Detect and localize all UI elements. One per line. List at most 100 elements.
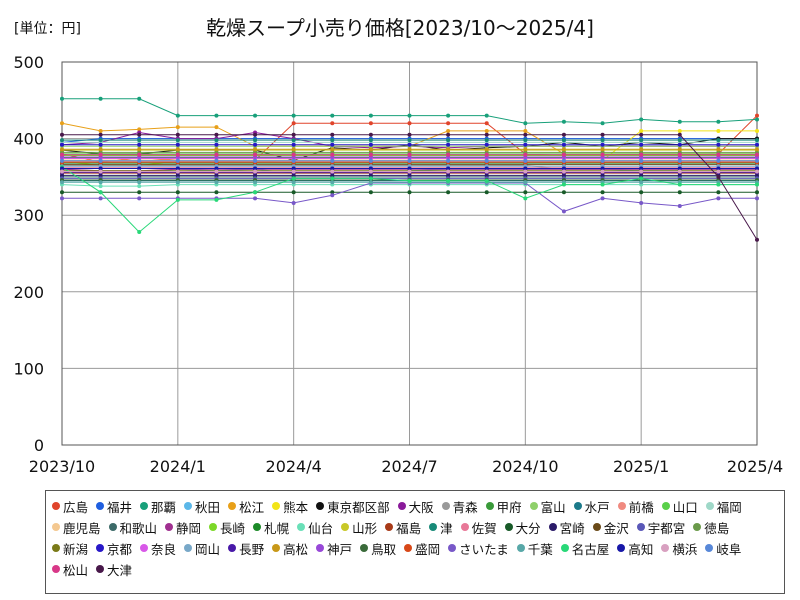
legend: 広島 福井 那覇 秋田 松江 熊本 東京都区部 大阪 青森 甲府 富山 水戸 前橋 山口 福岡 鹿児島 和歌山 静… <box>45 490 785 594</box>
data-point <box>600 132 605 137</box>
legend-item: 名古屋 <box>560 538 609 558</box>
legend-label: 熊本 <box>283 499 309 515</box>
data-point <box>175 132 180 137</box>
data-point <box>639 158 644 163</box>
legend-label: 福島 <box>396 520 422 536</box>
data-point <box>330 147 335 152</box>
data-point <box>407 113 412 118</box>
data-point <box>175 125 180 130</box>
data-point <box>291 180 296 185</box>
grid-layer <box>61 61 758 446</box>
data-point <box>253 138 258 143</box>
data-point <box>137 230 142 235</box>
legend-item: 佐賀 <box>460 517 497 537</box>
y-tick-label: 200 <box>13 283 44 302</box>
legend-label: 福井 <box>107 499 133 515</box>
data-point <box>60 169 64 174</box>
data-point <box>253 196 258 201</box>
legend-item: 静岡 <box>165 517 201 537</box>
legend-marker <box>705 502 714 510</box>
legend-marker <box>272 544 281 552</box>
legend-item: 千葉 <box>516 538 553 558</box>
data-point <box>755 152 759 157</box>
data-point <box>291 121 296 126</box>
data-point <box>214 197 219 202</box>
legend-item: 札幌 <box>253 517 289 537</box>
data-point <box>523 128 528 133</box>
data-point <box>98 96 103 101</box>
data-point <box>677 190 682 195</box>
legend-marker <box>360 544 369 552</box>
legend-marker <box>485 502 494 510</box>
data-point <box>407 190 412 195</box>
data-point <box>484 152 489 157</box>
data-point <box>484 113 489 118</box>
data-point <box>677 169 682 174</box>
unit-label: [単位：円] <box>14 21 81 37</box>
legend-marker <box>108 523 117 531</box>
data-point <box>253 113 258 118</box>
data-point <box>330 142 335 147</box>
data-point <box>98 169 103 174</box>
data-point <box>330 152 335 157</box>
data-point <box>407 158 412 163</box>
legend-label: 徳島 <box>704 520 730 536</box>
data-point <box>755 142 759 147</box>
data-point <box>677 158 682 163</box>
series-25 <box>60 190 759 195</box>
data-point <box>484 173 489 178</box>
data-point <box>253 190 258 195</box>
data-point <box>291 200 296 205</box>
legend-item: 熊本 <box>272 496 308 516</box>
data-point <box>755 182 759 187</box>
x-tick-label: 2023/10 <box>29 457 95 476</box>
data-point <box>677 152 682 157</box>
data-point <box>446 190 451 195</box>
data-point <box>561 132 566 137</box>
data-point <box>677 182 682 187</box>
legend-marker <box>460 523 469 531</box>
data-point <box>214 132 219 137</box>
data-point <box>755 128 759 133</box>
legend-item: 広島 <box>52 496 88 516</box>
data-point <box>330 190 335 195</box>
series-35 <box>60 147 759 152</box>
legend-marker <box>397 502 406 510</box>
data-point <box>755 166 759 171</box>
y-tick-label: 0 <box>34 436 44 455</box>
legend-marker <box>573 502 582 510</box>
data-point <box>407 178 412 183</box>
legend-label: 千葉 <box>527 541 553 557</box>
series-26 <box>60 173 759 178</box>
legend-marker <box>404 544 413 552</box>
data-point <box>214 113 219 118</box>
data-point <box>98 138 103 143</box>
data-point <box>368 166 373 171</box>
legend-item: さいたま <box>448 538 509 558</box>
legend-item: 水戸 <box>573 496 610 516</box>
data-point <box>137 180 142 185</box>
legend-label: 京都 <box>107 541 133 557</box>
legend-marker <box>140 544 149 552</box>
data-point <box>291 152 296 157</box>
data-point <box>253 147 258 152</box>
legend-label: 盛岡 <box>415 541 441 557</box>
data-point <box>600 190 605 195</box>
legend-label: 横浜 <box>672 541 698 557</box>
data-point <box>98 173 103 178</box>
data-point <box>561 147 566 152</box>
legend-marker <box>52 502 60 510</box>
data-point <box>98 190 103 195</box>
data-point <box>446 166 451 171</box>
data-point <box>137 132 142 137</box>
chart-title: 乾燥スープ小売り価格[2023/10～2025/4] <box>206 16 594 40</box>
data-point <box>214 180 219 185</box>
data-point <box>484 190 489 195</box>
legend-marker <box>96 565 105 573</box>
data-point <box>600 158 605 163</box>
legend-marker <box>228 544 237 552</box>
data-point <box>175 113 180 118</box>
data-point <box>60 158 64 163</box>
data-point <box>755 138 759 143</box>
data-point <box>484 169 489 174</box>
